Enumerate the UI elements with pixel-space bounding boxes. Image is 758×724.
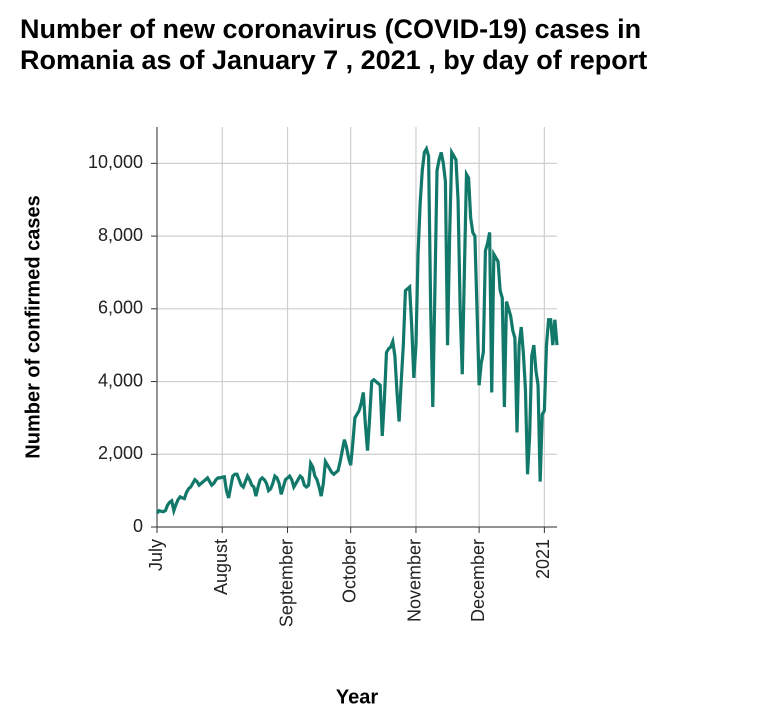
x-tick-label: August bbox=[211, 539, 231, 595]
y-tick-label: 0 bbox=[133, 516, 143, 536]
y-tick-label: 10,000 bbox=[88, 152, 143, 172]
x-tick-label: July bbox=[146, 539, 166, 571]
y-tick-label: 4,000 bbox=[98, 370, 143, 390]
x-tick-label: December bbox=[468, 539, 488, 622]
y-tick-label: 8,000 bbox=[98, 225, 143, 245]
chart-title: Number of new coronavirus (COVID-19) cas… bbox=[20, 14, 648, 75]
x-tick-label: September bbox=[276, 539, 296, 627]
y-tick-label: 2,000 bbox=[98, 443, 143, 463]
x-tick-label: 2021 bbox=[533, 539, 553, 579]
x-tick-label: October bbox=[339, 539, 359, 603]
y-tick-label: 6,000 bbox=[98, 298, 143, 318]
data-line bbox=[155, 144, 559, 517]
x-tick-label: November bbox=[405, 539, 425, 622]
y-axis-title: Number of confirmed cases bbox=[22, 195, 44, 458]
x-axis-title: Year bbox=[336, 686, 378, 708]
